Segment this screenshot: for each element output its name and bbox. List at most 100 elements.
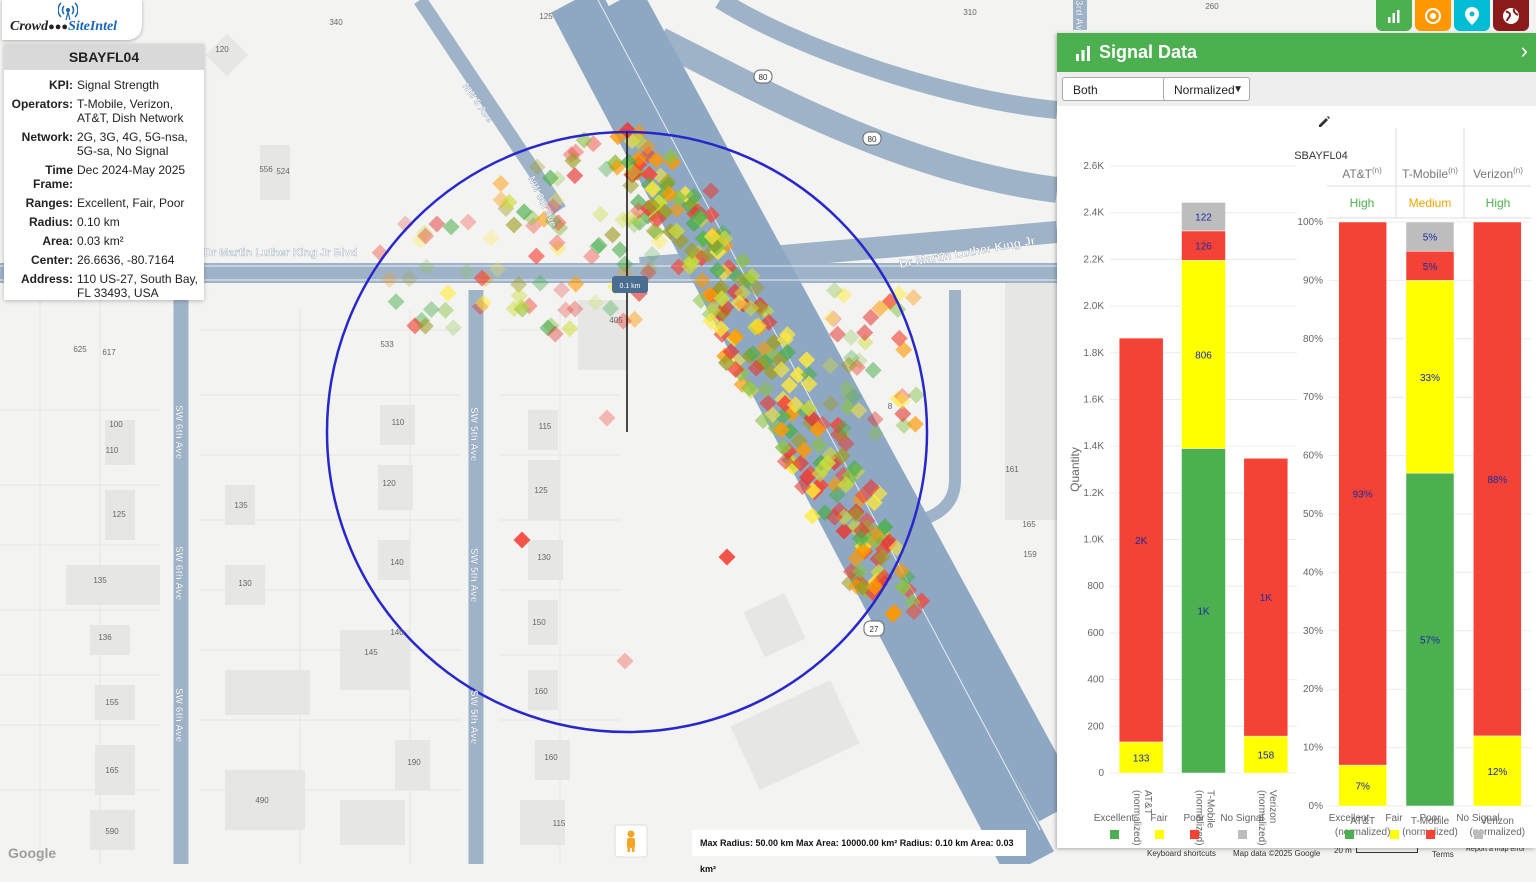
signal-data-panel: Signal Data › Both▼ Normalized▼ SBAYFL04… <box>1057 33 1536 848</box>
building-number: 165 <box>105 766 119 775</box>
signal-cell <box>647 151 665 169</box>
building-number: 405 <box>609 316 623 325</box>
data-label: 1K <box>1260 593 1273 604</box>
pencil-icon[interactable] <box>1319 116 1330 127</box>
building-number: 110 <box>392 418 405 427</box>
y-tick-label: 2.2K <box>1083 254 1104 265</box>
building-number: 190 <box>407 758 421 767</box>
x-tick-label: Verizon(normalized) <box>1470 816 1526 838</box>
toolbar-target-button[interactable] <box>1415 0 1451 31</box>
chevron-down-icon: ▼ <box>1233 84 1243 95</box>
signal-cell <box>531 274 549 292</box>
signal-cell <box>873 548 891 566</box>
mode-select[interactable]: Normalized ▼ <box>1163 77 1250 101</box>
signal-cell <box>776 331 794 349</box>
target-icon <box>1425 7 1441 24</box>
signal-cell <box>515 203 533 221</box>
y-tick-label: 60% <box>1303 451 1323 462</box>
signal-cell <box>834 419 852 437</box>
signal-cell <box>590 236 608 254</box>
y-tick-label: 800 <box>1087 581 1104 592</box>
map-scale-bar <box>1356 848 1418 853</box>
signal-cell <box>890 329 908 347</box>
signal-cell <box>894 405 912 423</box>
bar-segment[interactable] <box>1243 458 1289 737</box>
signal-cell <box>865 494 883 512</box>
signal-cell <box>656 203 674 221</box>
bar-segment[interactable] <box>1473 221 1522 737</box>
toolbar-globe-button[interactable] <box>1493 0 1529 31</box>
street-label-3rd: 3rd Av <box>1073 0 1084 31</box>
signal-cell <box>683 242 701 260</box>
network-select[interactable]: Both▼ <box>1062 77 1180 101</box>
signal-cell <box>826 281 844 299</box>
signal-cell <box>866 578 884 596</box>
signal-cell <box>662 148 680 166</box>
bar-segment[interactable] <box>1118 337 1164 743</box>
signal-cell <box>892 562 910 580</box>
street-label-sw5-b: SW 5th Ave <box>468 548 479 603</box>
map-credit-shortcuts[interactable]: Keyboard shortcuts <box>1147 849 1216 858</box>
signal-cell <box>828 486 846 504</box>
svg-text:80: 80 <box>868 135 877 144</box>
building-number: 135 <box>234 501 248 510</box>
signal-cell <box>629 132 647 150</box>
signal-cell <box>474 294 492 312</box>
map-credit-terms[interactable]: Terms <box>1432 850 1454 859</box>
bar-segment[interactable] <box>1405 250 1455 281</box>
info-row-network: Network: 2G, 3G, 4G, 5G-nsa, 5G-sa, No Si… <box>21 130 188 158</box>
map-scale-info: Max Radius: 50.00 km Max Area: 10000.00 … <box>692 830 1026 874</box>
building-number: 310 <box>963 8 977 17</box>
signal-cell <box>473 269 491 287</box>
signal-cell <box>884 606 902 624</box>
bar-segment[interactable] <box>1181 448 1226 774</box>
signal-cell <box>640 165 658 183</box>
signal-cell <box>851 529 869 547</box>
data-label: 133 <box>1133 753 1150 764</box>
signal-cell <box>748 279 765 297</box>
signal-cell <box>838 379 856 397</box>
signal-cell <box>722 343 740 361</box>
building-numbers: 125 340 310 260 120 556 524 533 405 625 617 100 110 1… <box>73 2 1219 836</box>
bar-segment[interactable] <box>1243 735 1289 774</box>
bar-segment[interactable] <box>1473 735 1522 807</box>
y-tick-label: 20% <box>1303 684 1323 695</box>
antenna-icon <box>58 2 78 20</box>
radius-label: 0.1 km <box>612 276 648 293</box>
signal-cell <box>544 212 562 230</box>
bar-segment[interactable] <box>1405 221 1455 252</box>
chevron-right-icon[interactable]: › <box>1520 38 1528 63</box>
signal-cell <box>557 301 575 319</box>
signal-cell <box>705 300 723 318</box>
signal-cell <box>740 379 758 397</box>
map-credit-report[interactable]: Report a map error <box>1466 846 1526 853</box>
bar-segment[interactable] <box>1405 280 1455 474</box>
pegman-button[interactable] <box>614 824 648 858</box>
bar-segment[interactable] <box>1181 202 1226 232</box>
app-logo[interactable]: Crowd●●●SiteIntel <box>2 0 142 40</box>
signal-cell <box>854 486 872 504</box>
signal-cell <box>564 152 582 170</box>
bar-segment[interactable] <box>1181 260 1226 449</box>
signal-cell <box>628 209 646 227</box>
bar-segment[interactable] <box>1405 472 1455 807</box>
signal-cell <box>856 333 874 351</box>
data-label: 88% <box>1487 475 1507 486</box>
signal-cell <box>708 261 726 279</box>
signal-cell <box>500 193 518 211</box>
bar-segment[interactable] <box>1181 230 1226 261</box>
building-number: 120 <box>215 45 229 54</box>
signal-cell <box>780 376 798 394</box>
toolbar-location-button[interactable] <box>1454 0 1490 31</box>
bar-segment[interactable] <box>1338 764 1387 807</box>
percentage-chart: 0% 10% 20% 30% 40% 50% 60% 70% 80% 90% 100% 7% 93% AT… <box>1297 217 1531 838</box>
building-number: 130 <box>537 553 551 562</box>
crowd-people-icon: ●●● <box>48 21 69 33</box>
building-number: 260 <box>1205 2 1219 11</box>
signal-cell <box>647 223 665 241</box>
toolbar-chart-button[interactable] <box>1376 0 1412 31</box>
bar-segment[interactable] <box>1338 221 1387 766</box>
signal-cell <box>436 301 454 319</box>
street-label-sw6-b: SW 6th Ave <box>173 546 184 601</box>
buildings <box>66 33 1057 850</box>
